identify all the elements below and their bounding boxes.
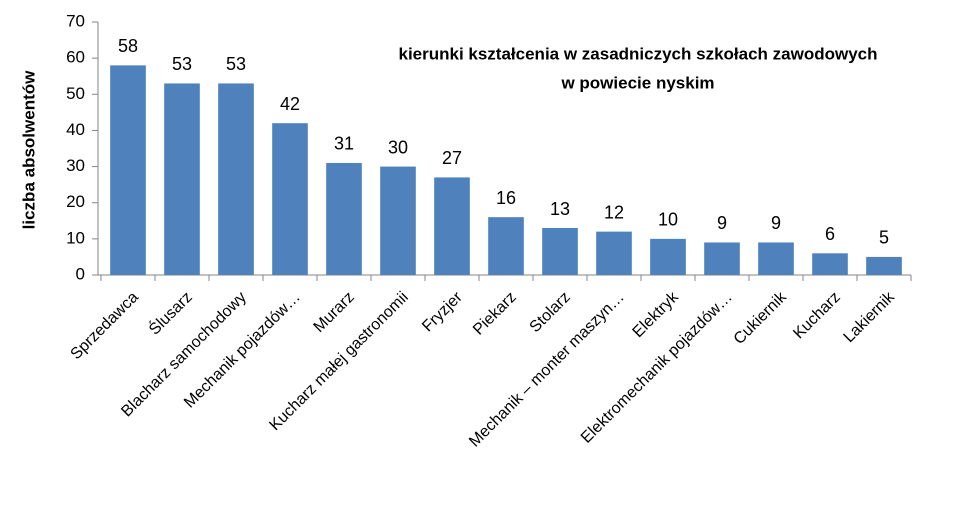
bar [866, 256, 902, 275]
data-label: 12 [604, 202, 624, 222]
x-tick-label: Cukiernik [731, 288, 791, 348]
y-axis-label: liczba absolwentów [19, 70, 38, 229]
bar [542, 228, 578, 275]
bar [434, 177, 470, 275]
x-tick-label: Fryzjer [419, 288, 466, 335]
x-tick-label: Lakiernik [841, 288, 899, 346]
bar [488, 217, 524, 275]
data-label: 16 [496, 188, 516, 208]
bar [110, 65, 146, 275]
bar [812, 253, 848, 275]
data-label: 10 [658, 210, 678, 230]
data-label: 6 [825, 224, 835, 244]
data-label: 31 [334, 134, 354, 154]
data-label: 13 [550, 199, 570, 219]
data-label: 27 [442, 148, 462, 168]
x-tick-label: Piekarz [470, 289, 520, 339]
bar [596, 231, 632, 275]
x-tick-label: Murarz [311, 289, 358, 336]
chart-title: kierunki kształcenia w zasadniczych szko… [398, 44, 877, 63]
chart-title: w powiecie nyskim [560, 73, 714, 92]
bar [272, 123, 308, 275]
data-label: 42 [280, 94, 300, 114]
x-tick-label: Stolarz [527, 289, 574, 336]
y-tick-label: 60 [66, 48, 85, 67]
bar [218, 83, 254, 275]
data-label: 30 [388, 137, 408, 157]
data-label: 5 [879, 228, 889, 248]
data-label: 58 [118, 36, 138, 56]
bar [380, 166, 416, 275]
bar [650, 238, 686, 275]
y-tick-label: 0 [76, 264, 85, 283]
y-tick-label: 30 [66, 156, 85, 175]
y-tick-label: 20 [66, 192, 85, 211]
x-tick-label: Ślusarz [145, 287, 196, 338]
bar [326, 162, 362, 275]
x-tick-label: Elektryk [630, 288, 683, 341]
data-label: 53 [226, 54, 246, 74]
bar [704, 242, 740, 275]
bar [164, 83, 200, 275]
x-tick-label: Sprzedawca [68, 289, 142, 363]
bar [758, 242, 794, 275]
x-tick-label: Kucharz [790, 289, 844, 343]
y-tick-label: 40 [66, 120, 85, 139]
y-tick-label: 70 [66, 11, 85, 30]
data-label: 53 [172, 54, 192, 74]
y-tick-label: 10 [66, 228, 85, 247]
data-label: 9 [717, 213, 727, 233]
data-label: 9 [771, 213, 781, 233]
y-tick-label: 50 [66, 84, 85, 103]
